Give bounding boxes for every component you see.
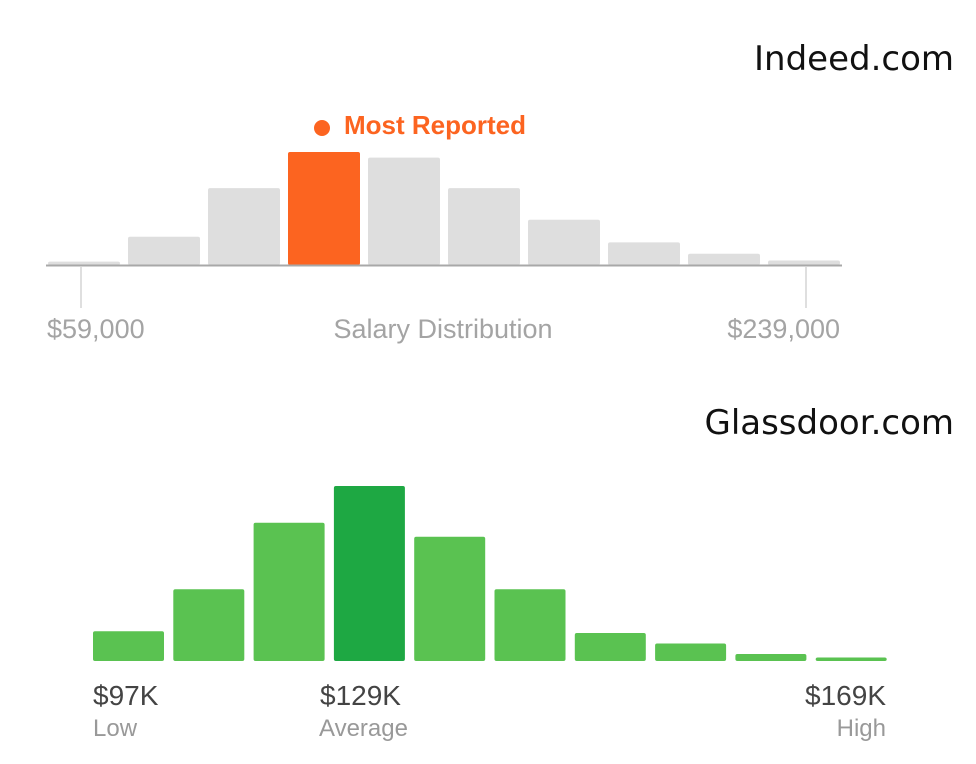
glassdoor-source-label: Glassdoor.com — [704, 403, 954, 443]
glassdoor-bar-4 — [333, 486, 405, 661]
indeed-bar-1 — [48, 261, 120, 265]
glassdoor-bar-9 — [735, 654, 807, 661]
indeed-bar-4 — [288, 152, 360, 265]
indeed-bar-3 — [208, 188, 280, 265]
indeed-bar-6 — [448, 188, 520, 265]
indeed-max-label: $239,000 — [727, 314, 840, 344]
indeed-bar-7 — [528, 219, 600, 265]
glassdoor-bar-2 — [173, 589, 245, 661]
glassdoor-low-caption: Low — [93, 715, 138, 742]
glassdoor-average-caption: Average — [319, 715, 408, 742]
glassdoor-bar-3 — [253, 522, 325, 661]
indeed-bar-10 — [768, 260, 840, 265]
glassdoor-bars — [93, 486, 887, 661]
glassdoor-bar-6 — [494, 589, 566, 661]
glassdoor-bar-10 — [815, 657, 887, 661]
glassdoor-high-caption: High — [837, 715, 886, 742]
glassdoor-bar-5 — [414, 536, 486, 661]
indeed-bar-5 — [368, 157, 440, 265]
indeed-bar-8 — [608, 242, 680, 265]
glassdoor-average-value: $129K — [320, 680, 401, 711]
indeed-min-label: $59,000 — [47, 314, 145, 344]
glassdoor-low-value: $97K — [93, 680, 159, 711]
most-reported-dot-icon — [314, 120, 330, 136]
indeed-bar-2 — [128, 236, 200, 265]
glassdoor-bar-1 — [93, 631, 164, 661]
glassdoor-bar-8 — [655, 643, 727, 661]
glassdoor-high-value: $169K — [805, 680, 886, 711]
indeed-source-label: Indeed.com — [754, 39, 954, 79]
indeed-bars — [48, 152, 840, 265]
most-reported-annotation: Most Reported — [344, 110, 526, 140]
indeed-bar-9 — [688, 253, 760, 265]
glassdoor-bar-7 — [574, 633, 646, 661]
indeed-chart-title: Salary Distribution — [333, 314, 552, 344]
